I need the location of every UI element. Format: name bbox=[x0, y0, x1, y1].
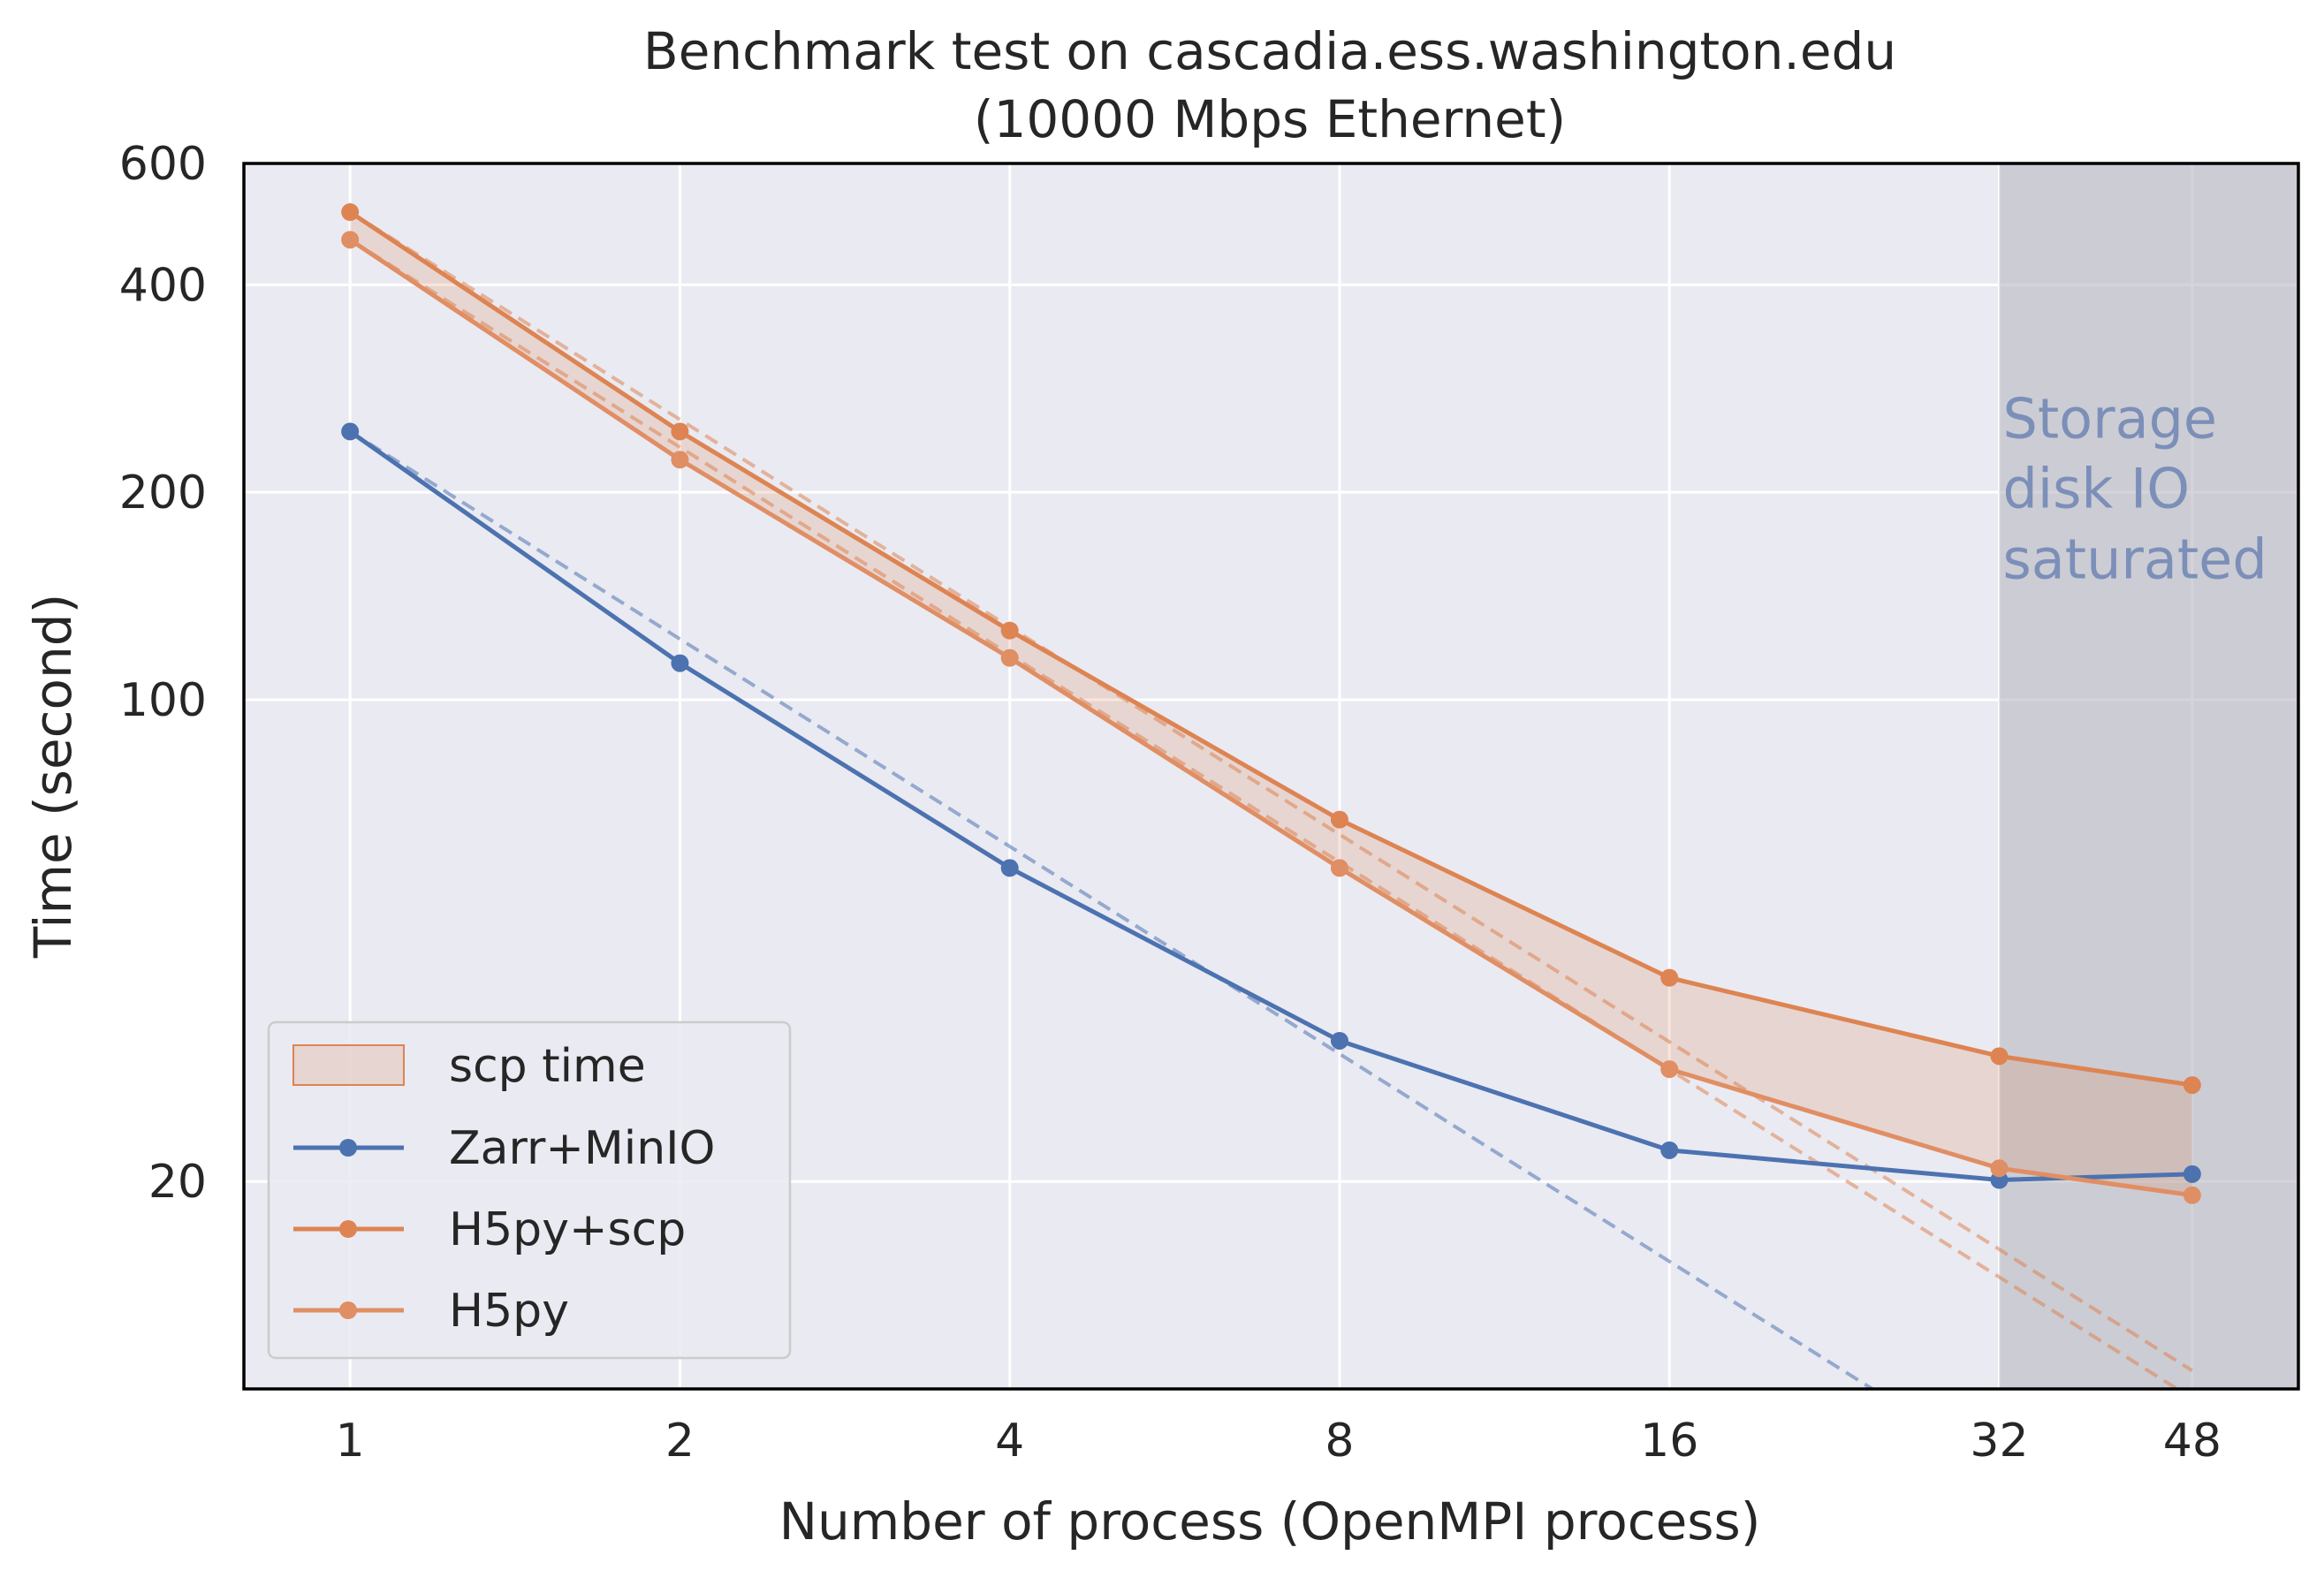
point-h5py-scp-32 bbox=[1990, 1047, 2009, 1066]
saturation-annotation-line-1: Storage bbox=[2002, 386, 2217, 451]
x-tick-label-48: 48 bbox=[2163, 1415, 2221, 1468]
series-h5py-scp bbox=[341, 203, 2201, 1095]
point-h5py-scp-2 bbox=[671, 422, 689, 441]
x-tick-label-16: 16 bbox=[1640, 1415, 1698, 1468]
point-h5py-scp-8 bbox=[1330, 810, 1348, 829]
legend-label-scp-time: scp time bbox=[449, 1040, 646, 1093]
y-tick-label-200: 200 bbox=[119, 467, 207, 520]
ideal-line-h5py bbox=[349, 238, 2178, 1391]
plot-frame bbox=[242, 162, 2300, 1391]
legend-item-h5py-scp: H5py+scp bbox=[293, 1203, 686, 1256]
ideal-scaling-lines bbox=[349, 210, 2193, 1391]
series-layer bbox=[341, 203, 2201, 1204]
legend: scp time Zarr+MinIO H5py+scp H5py bbox=[267, 1020, 792, 1360]
point-h5py-2 bbox=[671, 451, 689, 469]
x-axis-ticks: 1 2 4 8 16 32 48 bbox=[336, 1415, 2221, 1468]
point-h5py-32 bbox=[1990, 1159, 2009, 1178]
point-zarr-minio-4 bbox=[1000, 859, 1019, 877]
series-h5py bbox=[341, 231, 2201, 1204]
y-tick-label-400: 400 bbox=[119, 259, 207, 312]
x-axis-label: Number of process (OpenMPI process) bbox=[779, 1491, 1761, 1551]
y-tick-label-600: 600 bbox=[119, 138, 207, 191]
saturation-region bbox=[1999, 163, 2298, 1389]
point-zarr-minio-1 bbox=[341, 422, 360, 441]
chart-subtitle: (10000 Mbps Ethernet) bbox=[974, 89, 1566, 149]
x-tick-label-4: 4 bbox=[995, 1415, 1024, 1468]
point-h5py-4 bbox=[1000, 649, 1019, 667]
y-axis-ticks: 20 100 200 400 600 bbox=[119, 138, 207, 1209]
legend-box bbox=[267, 1020, 792, 1360]
y-tick-label-20: 20 bbox=[148, 1156, 207, 1209]
ideal-line-zarr-minio bbox=[349, 429, 1873, 1391]
series-zarr-minio bbox=[341, 422, 2201, 1189]
point-zarr-minio-8 bbox=[1330, 1031, 1348, 1050]
point-h5py-scp-48 bbox=[2183, 1076, 2201, 1095]
y-axis-label: Time (second) bbox=[23, 594, 83, 960]
legend-item-zarr-minio: Zarr+MinIO bbox=[293, 1122, 715, 1175]
scp-time-area bbox=[350, 212, 2192, 1195]
legend-label-zarr-minio: Zarr+MinIO bbox=[449, 1122, 715, 1175]
x-tick-label-1: 1 bbox=[336, 1415, 365, 1468]
legend-swatch-scp-time bbox=[292, 1044, 405, 1086]
saturation-annotation-line-3: saturated bbox=[2002, 527, 2267, 592]
ideal-line-h5py-scp bbox=[349, 210, 2193, 1372]
point-h5py-8 bbox=[1330, 859, 1348, 877]
x-tick-label-32: 32 bbox=[1970, 1415, 2028, 1468]
point-zarr-minio-2 bbox=[671, 654, 689, 672]
legend-item-h5py: H5py bbox=[293, 1285, 569, 1338]
x-tick-label-8: 8 bbox=[1325, 1415, 1354, 1468]
point-h5py-16 bbox=[1660, 1060, 1679, 1079]
point-h5py-48 bbox=[2183, 1186, 2201, 1204]
y-tick-label-100: 100 bbox=[119, 674, 207, 727]
point-zarr-minio-48 bbox=[2183, 1165, 2201, 1183]
point-zarr-minio-16 bbox=[1660, 1141, 1679, 1159]
point-h5py-1 bbox=[341, 231, 360, 249]
point-h5py-scp-1 bbox=[341, 203, 360, 222]
legend-label-h5py: H5py bbox=[449, 1285, 569, 1338]
x-tick-label-2: 2 bbox=[665, 1415, 695, 1468]
scp-time-area-layer bbox=[350, 212, 2192, 1195]
legend-label-h5py-scp: H5py+scp bbox=[449, 1203, 686, 1256]
saturation-annotation-line-2: disk IO bbox=[2002, 457, 2190, 521]
chart-title: Benchmark test on cascadia.ess.washingto… bbox=[643, 21, 1896, 81]
point-h5py-scp-16 bbox=[1660, 968, 1679, 987]
point-h5py-scp-4 bbox=[1000, 621, 1019, 640]
